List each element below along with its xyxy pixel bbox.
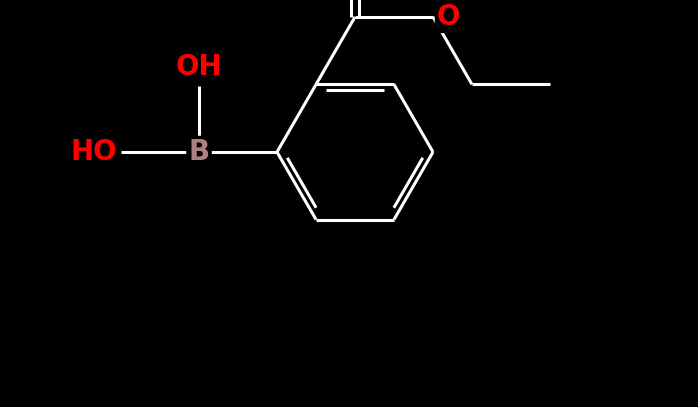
- Text: HO: HO: [70, 138, 117, 166]
- Text: O: O: [437, 3, 461, 31]
- Text: OH: OH: [176, 53, 222, 81]
- Text: B: B: [188, 138, 209, 166]
